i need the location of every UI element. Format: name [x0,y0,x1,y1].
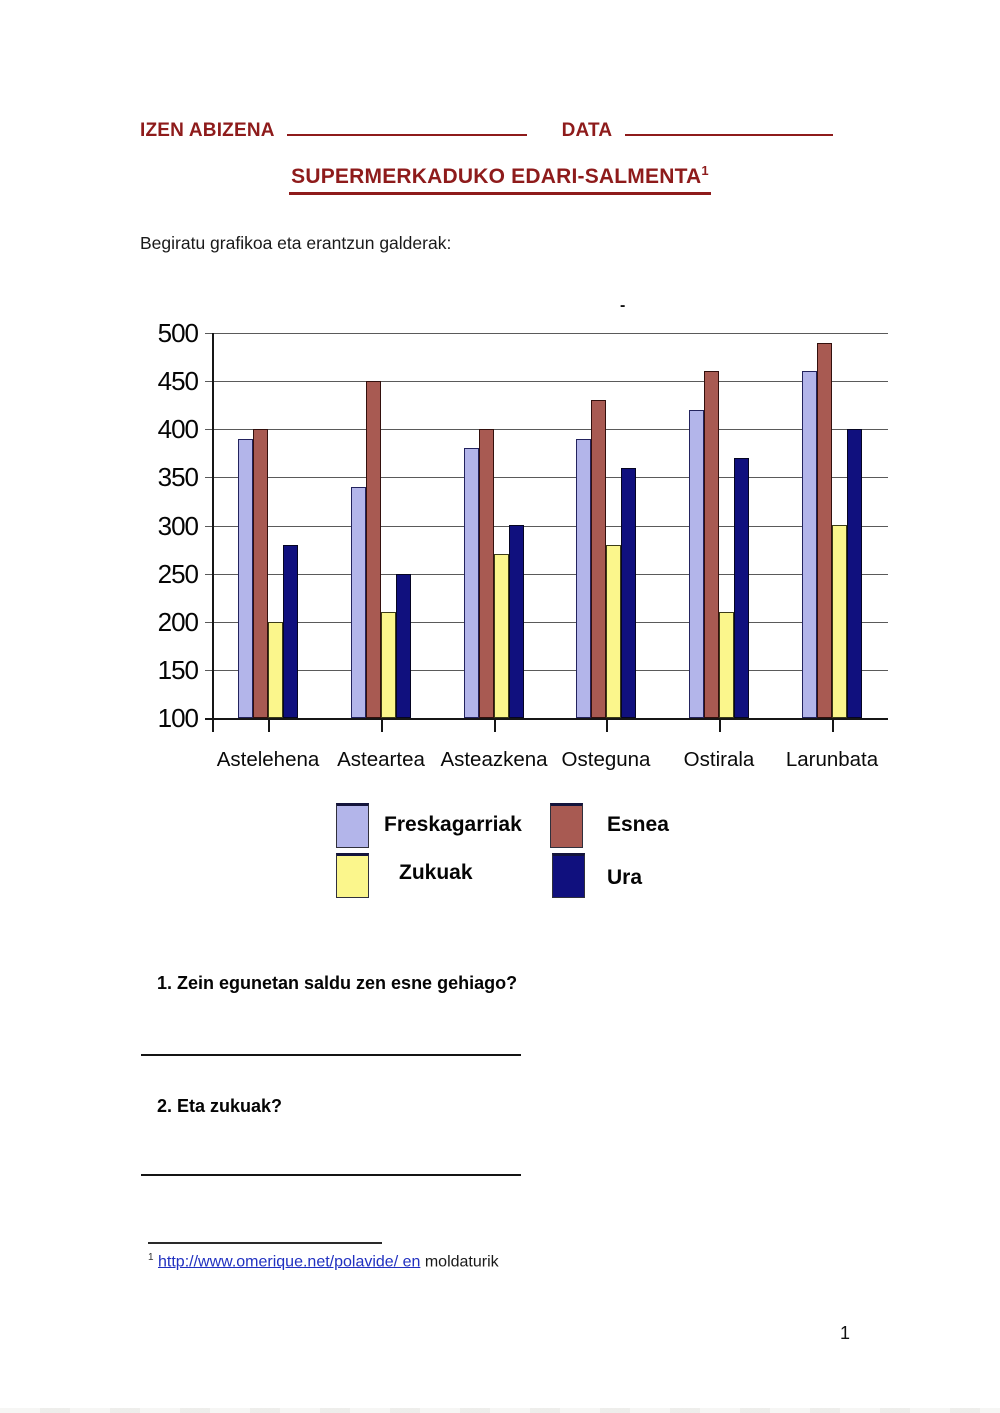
name-blank-line [287,118,528,136]
gridline-200 [205,621,888,623]
x-axis-tick [494,718,496,732]
bar-esnea-asteartea [366,381,381,718]
y-axis-tick-label: 400 [157,414,199,445]
question-2: 2. Eta zukuak? [157,1096,283,1116]
x-axis-label-asteartea: Asteartea [337,748,425,771]
answer-line-2 [141,1158,521,1176]
x-axis-label-astelehena: Astelehena [216,748,320,771]
gridline-300 [205,525,888,527]
bar-zukuak-osteguna [606,545,621,718]
bar-freskagarriak-asteazkena [464,448,479,718]
legend-swatch-zukuak [336,853,369,898]
bar-zukuak-asteartea [381,612,396,718]
bar-zukuak-ostirala [719,612,734,718]
y-axis-tick-label: 100 [157,703,199,733]
bar-ura-osteguna [621,468,636,718]
bar-ura-asteartea [396,574,411,718]
name-label: IZEN ABIZENA [140,120,275,141]
x-axis-tick [606,718,608,732]
bar-zukuak-astelehena [268,622,283,718]
bar-chart: - 100 150 200 250 300 350 400 450 500 Astelehena A… [140,297,910,785]
x-axis-tick [719,718,721,732]
y-axis-tick-label: 300 [157,510,199,541]
y-axis-line [212,333,214,732]
legend-label-esnea: Esnea [607,813,669,836]
intro-text: Begiratu grafikoa eta erantzun galderak: [140,233,452,253]
footnote: 1 http://www.omerique.net/polavide/ en m… [148,1252,499,1271]
y-axis-tick-label: 500 [157,318,199,348]
y-axis-tick-label: 350 [157,462,199,493]
answer-line-1 [141,1038,521,1056]
footnote-suffix: moldaturik [424,1253,499,1271]
bar-freskagarriak-astelehena [238,439,253,718]
chart-stray-mark: - [620,297,626,314]
bar-esnea-asteazkena [479,429,494,718]
bar-zukuak-asteazkena [494,554,509,718]
gridline-400 [205,429,888,431]
page-title: SUPERMERKADUKO EDARI-SALMENTA1 [289,163,711,195]
bar-esnea-osteguna [591,400,606,718]
legend-label-ura: Ura [607,866,643,889]
gridline-150 [205,669,888,671]
bar-ura-asteazkena [509,525,524,718]
bar-ura-ostirala [734,458,749,718]
bar-freskagarriak-ostirala [689,410,704,718]
bar-freskagarriak-osteguna [576,439,591,718]
title-row: SUPERMERKADUKO EDARI-SALMENTA1 [0,163,1000,195]
legend-label-freskagarriak: Freskagarriak [384,813,522,836]
x-axis-tick [268,718,270,732]
footnote-marker: 1 [148,1252,154,1263]
x-axis-tick [832,718,834,732]
y-axis-tick-label: 150 [157,654,199,685]
x-axis-label-asteazkena: Asteazkena [440,748,548,771]
bar-esnea-ostirala [704,371,719,718]
legend-swatch-freskagarriak [336,803,369,848]
gridline-450 [205,381,888,383]
legend-swatch-esnea [550,803,583,848]
y-axis-tick-label: 200 [157,606,199,637]
page-number: 1 [840,1323,851,1343]
gridline-250 [205,573,888,575]
bar-esnea-astelehena [253,429,268,718]
gridline-500 [205,333,888,334]
page-title-text: SUPERMERKADUKO EDARI-SALMENTA [291,165,702,188]
legend-label-zukuak: Zukuak [399,861,473,884]
x-axis-label-larunbata: Larunbata [785,748,879,771]
legend-swatch-ura [552,853,585,898]
bar-freskagarriak-larunbata [802,371,817,718]
y-axis-tick-label: 250 [157,558,199,589]
bar-ura-larunbata [847,429,862,718]
header-row: IZEN ABIZENA DATA [140,118,860,142]
footnote-separator [148,1242,382,1244]
scan-edge-artifact [0,1408,1000,1413]
x-axis-label-ostirala: Ostirala [683,748,755,771]
bar-esnea-larunbata [817,343,832,718]
x-axis-tick [381,718,383,732]
bar-ura-astelehena [283,545,298,718]
footnote-link[interactable]: http://www.omerique.net/polavide/ en [158,1253,421,1271]
question-1: 1. Zein egunetan saldu zen esne gehiago? [157,973,518,993]
bar-zukuak-larunbata [832,525,847,718]
gridline-100 [205,718,888,720]
gridline-350 [205,477,888,479]
date-label: DATA [561,120,613,141]
x-axis-label-osteguna: Osteguna [561,748,651,771]
bar-freskagarriak-asteartea [351,487,366,718]
y-axis-tick-label: 450 [157,366,199,397]
date-blank-line [624,118,833,136]
page-title-footnote-marker: 1 [701,163,709,178]
